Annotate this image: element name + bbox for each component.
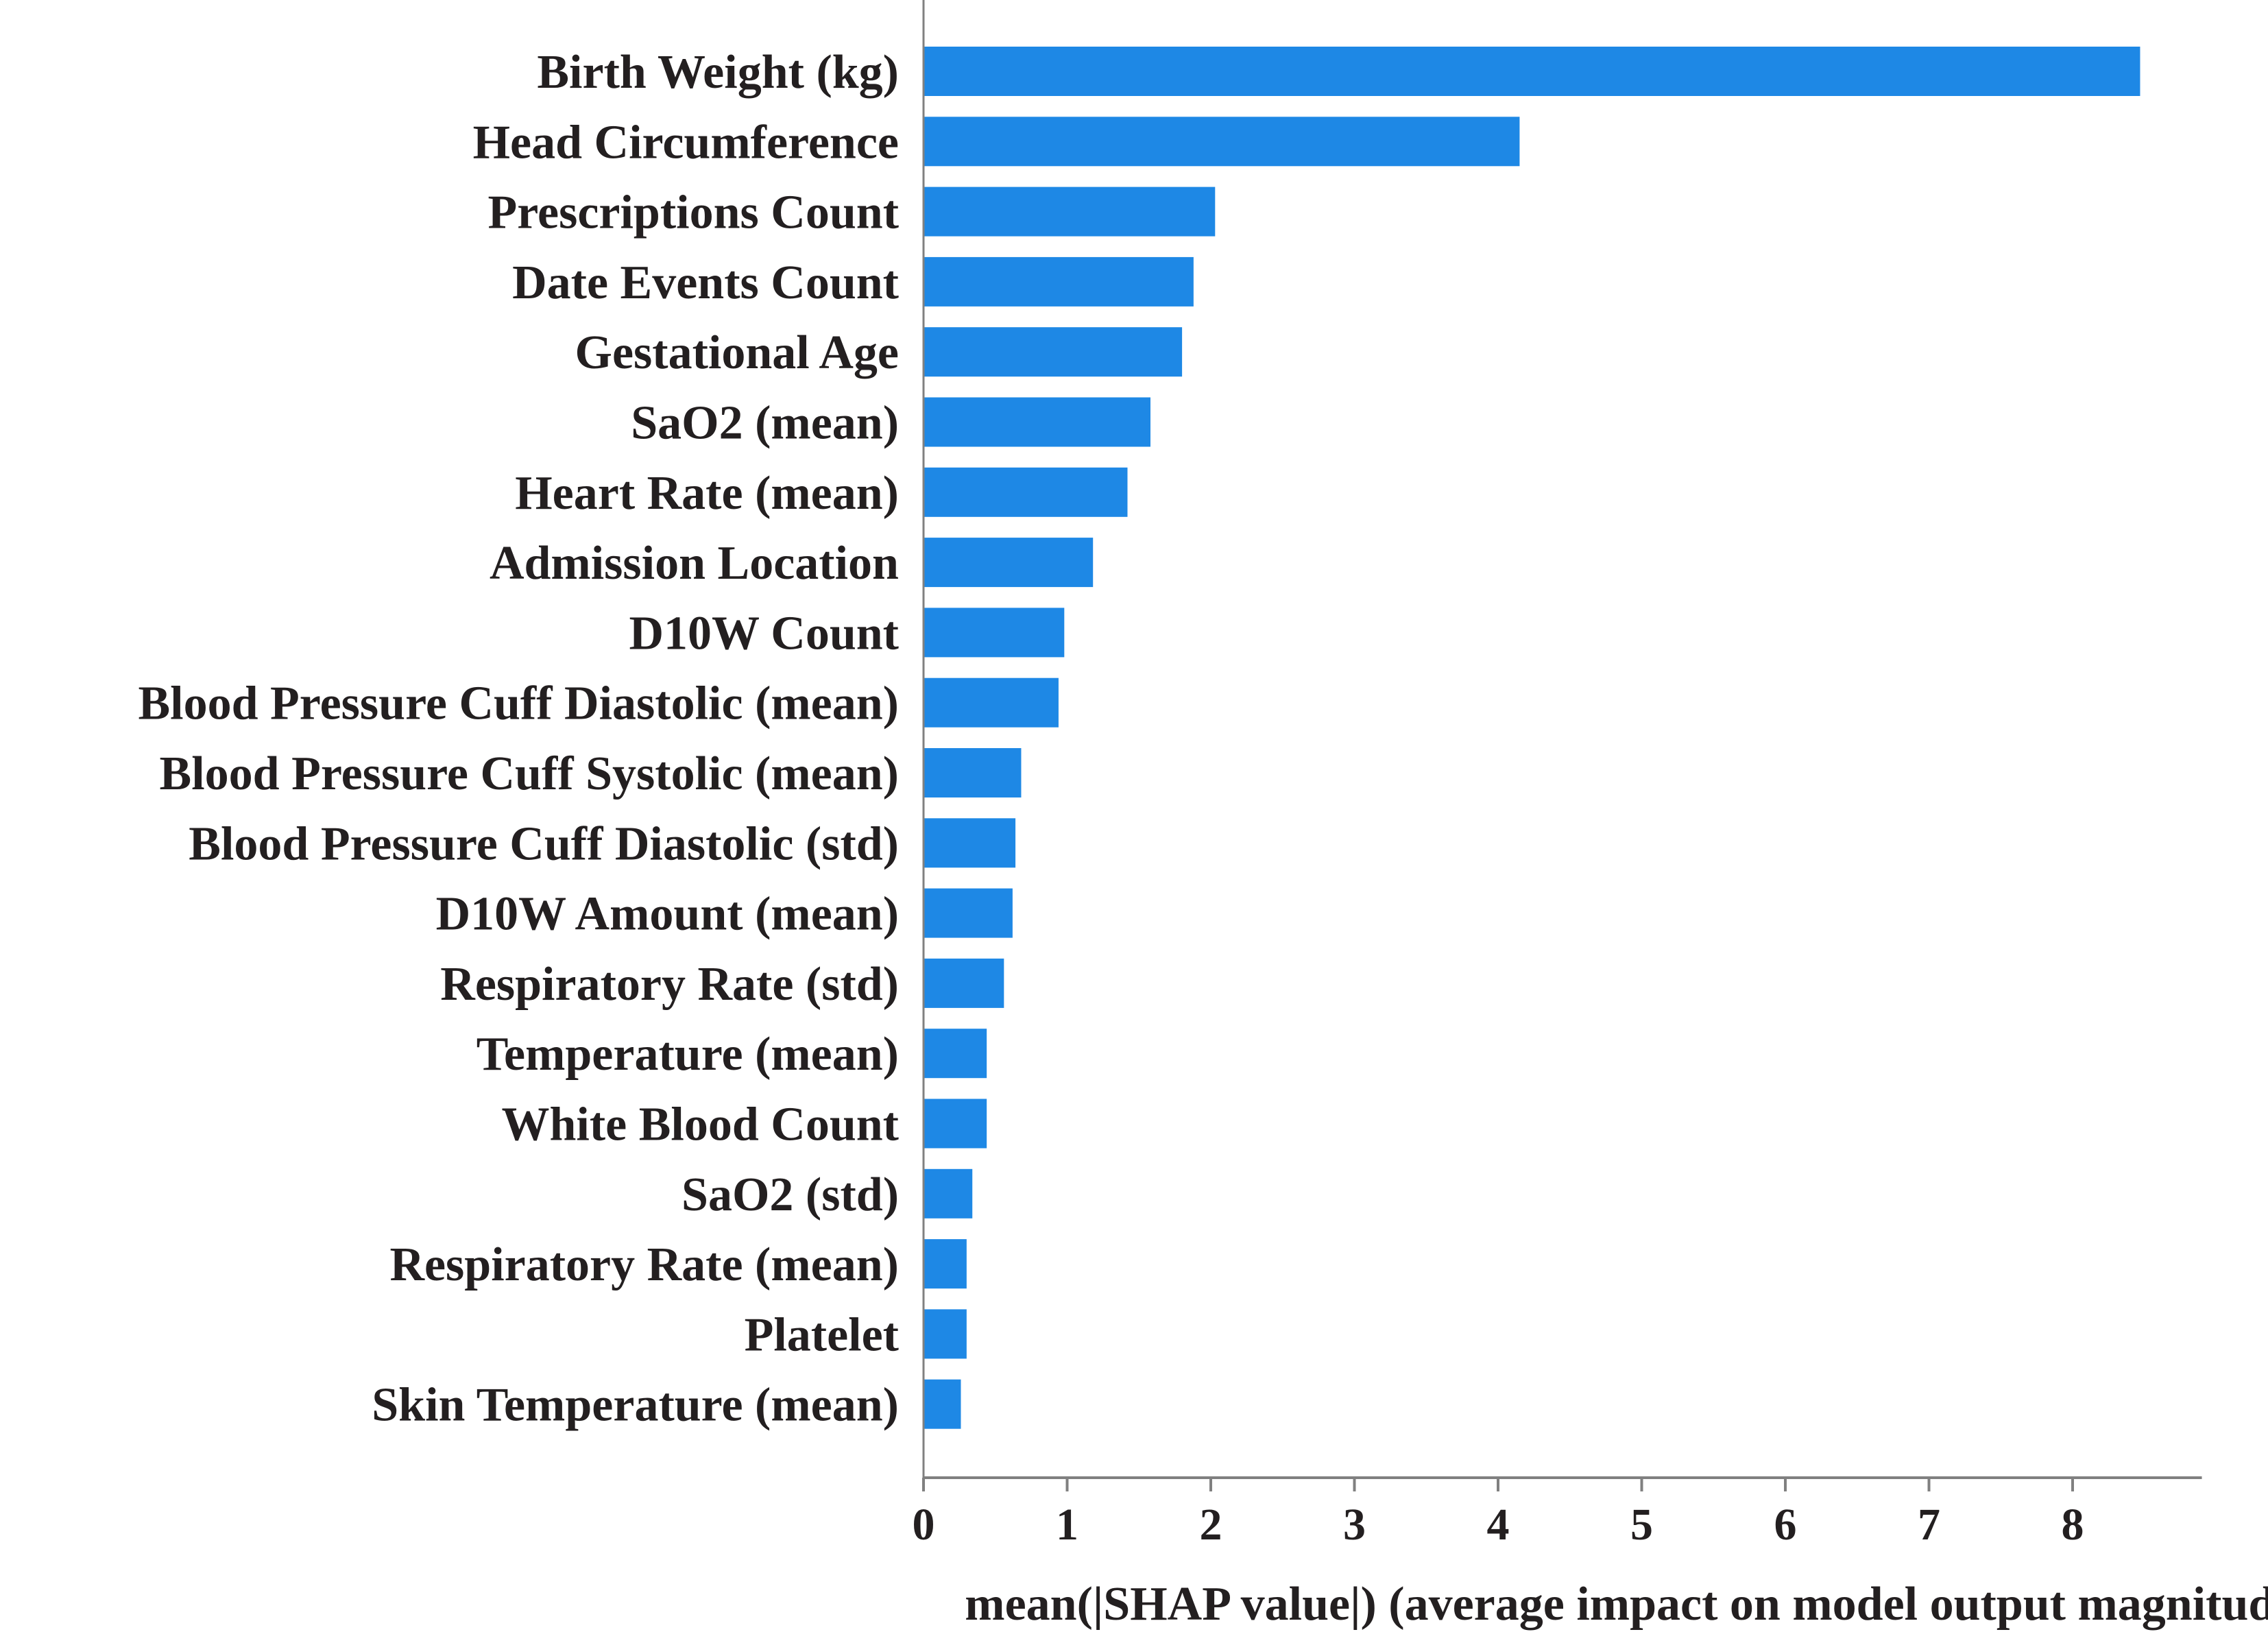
bar [924,1239,967,1289]
feature-label: D10W Amount (mean) [436,888,899,941]
bar [924,748,1022,797]
feature-label: Respiratory Rate (std) [440,958,899,1011]
feature-label: Prescriptions Count [487,187,899,239]
bar [924,888,1013,938]
bar [924,1168,973,1219]
feature-label: Blood Pressure Cuff Diastolic (mean) [138,677,899,730]
bar [924,1029,987,1079]
x-tick-label: 4 [1487,1500,1510,1550]
x-tick-label: 3 [1343,1500,1366,1550]
feature-labels: Birth Weight (kg) Head Circumference Presc… [138,46,899,1432]
x-axis-title: mean(|SHAP value|) (average impact on mo… [965,1578,2268,1631]
feature-label: Birth Weight (kg) [537,46,899,99]
feature-label: Head Circumference [473,116,899,169]
bar [924,256,1194,307]
feature-label: White Blood Count [501,1099,899,1151]
bar [924,397,1151,447]
x-tick-label: 8 [2062,1500,2084,1550]
bar [924,47,2140,96]
feature-label: D10W Count [629,607,899,660]
bar [924,818,1016,868]
x-tick-label: 2 [1200,1500,1222,1550]
bar [924,1379,961,1429]
x-tick-label: 6 [1774,1500,1797,1550]
bar [924,187,1216,237]
x-tick-label: 0 [913,1500,935,1550]
feature-label: Gestational Age [575,326,899,379]
feature-label: SaO2 (mean) [631,397,899,450]
feature-label: Skin Temperature (mean) [372,1379,899,1432]
feature-label: Blood Pressure Cuff Diastolic (std) [189,817,899,870]
bar [924,608,1065,658]
bar [924,677,1059,728]
bars-layer [924,47,2140,1429]
feature-label: Temperature (mean) [476,1028,899,1081]
feature-label: SaO2 (std) [681,1168,899,1221]
x-tick-label: 5 [1630,1500,1653,1550]
feature-label: Admission Location [490,537,899,590]
bar [924,117,1520,167]
feature-label: Blood Pressure Cuff Systolic (mean) [160,747,899,800]
bar [924,1309,967,1359]
feature-label: Date Events Count [512,256,899,309]
bar [924,327,1183,377]
bar [924,538,1094,588]
feature-label: Respiratory Rate (mean) [389,1238,899,1291]
x-tick-label: 7 [1918,1500,1940,1550]
x-axis: 0 1 2 3 4 5 6 7 8 [913,0,2202,1550]
bar [924,958,1004,1008]
bar [924,1099,987,1149]
feature-label: Heart Rate (mean) [515,467,899,520]
x-tick-label: 1 [1056,1500,1078,1550]
feature-label: Platelet [745,1308,899,1361]
bar [924,467,1128,517]
